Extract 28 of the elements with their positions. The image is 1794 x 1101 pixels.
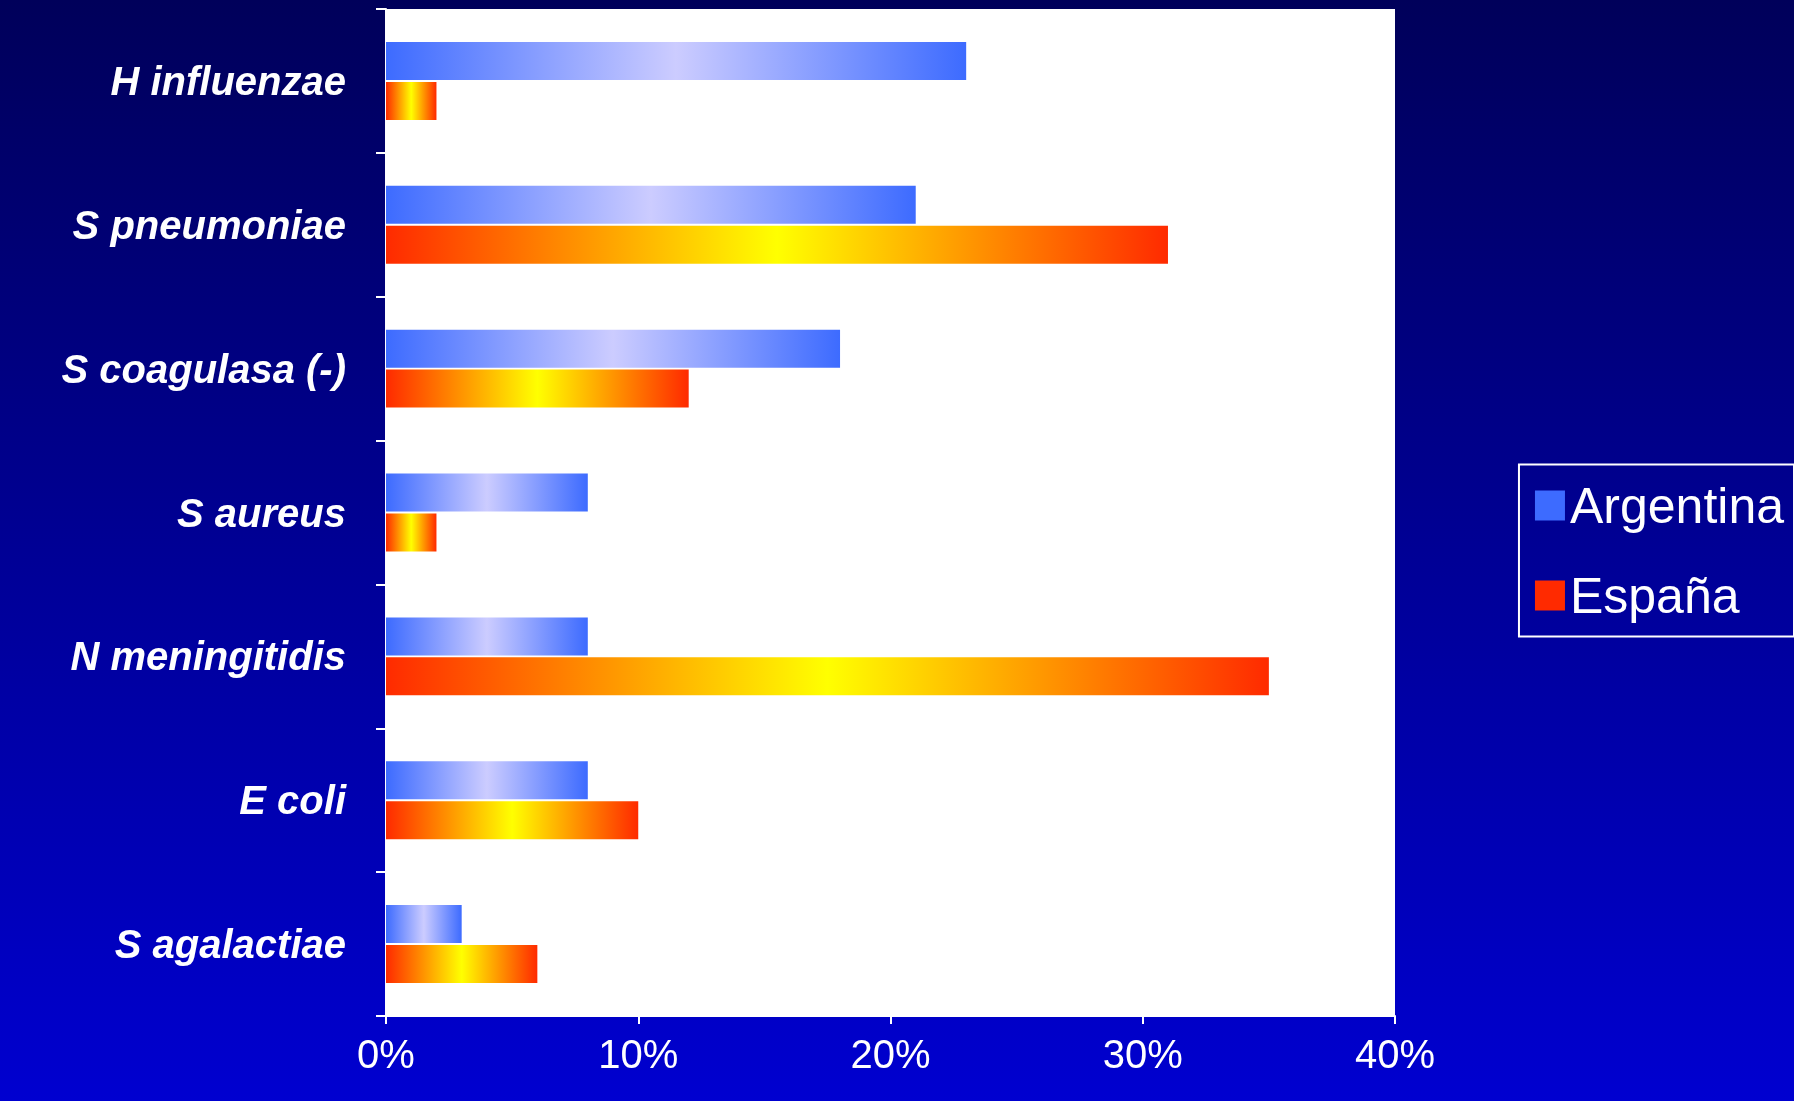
x-tick-label: 20%	[850, 1032, 931, 1076]
y-tick-label: N meningitidis	[70, 634, 346, 679]
x-tick-label: 40%	[1354, 1032, 1436, 1076]
bar	[386, 185, 916, 224]
y-tick-label: S agalactiae	[114, 922, 346, 967]
legend-label: Argentina	[1569, 477, 1785, 534]
x-tick-label: 30%	[1102, 1032, 1183, 1076]
x-tick-label: 10%	[598, 1032, 679, 1076]
legend-label: España	[1569, 567, 1740, 624]
bar	[386, 81, 437, 120]
bar	[386, 369, 689, 408]
bar	[386, 657, 1269, 696]
bar	[386, 617, 588, 656]
x-tick-label: 0%	[357, 1032, 415, 1076]
bar	[386, 473, 588, 512]
bar	[386, 801, 639, 840]
y-tick-label: S aureus	[177, 490, 346, 535]
bar	[386, 761, 588, 800]
bar	[386, 225, 1168, 264]
y-tick-label: E coli	[239, 778, 347, 823]
bar	[386, 945, 538, 984]
y-tick-label: H influenzae	[110, 58, 346, 103]
bar	[386, 329, 841, 368]
bar	[386, 513, 437, 552]
bar	[386, 905, 462, 944]
bar	[386, 41, 967, 80]
y-tick-label: S pneumoniae	[72, 202, 346, 247]
y-tick-label: S coagulasa (-)	[61, 346, 346, 391]
